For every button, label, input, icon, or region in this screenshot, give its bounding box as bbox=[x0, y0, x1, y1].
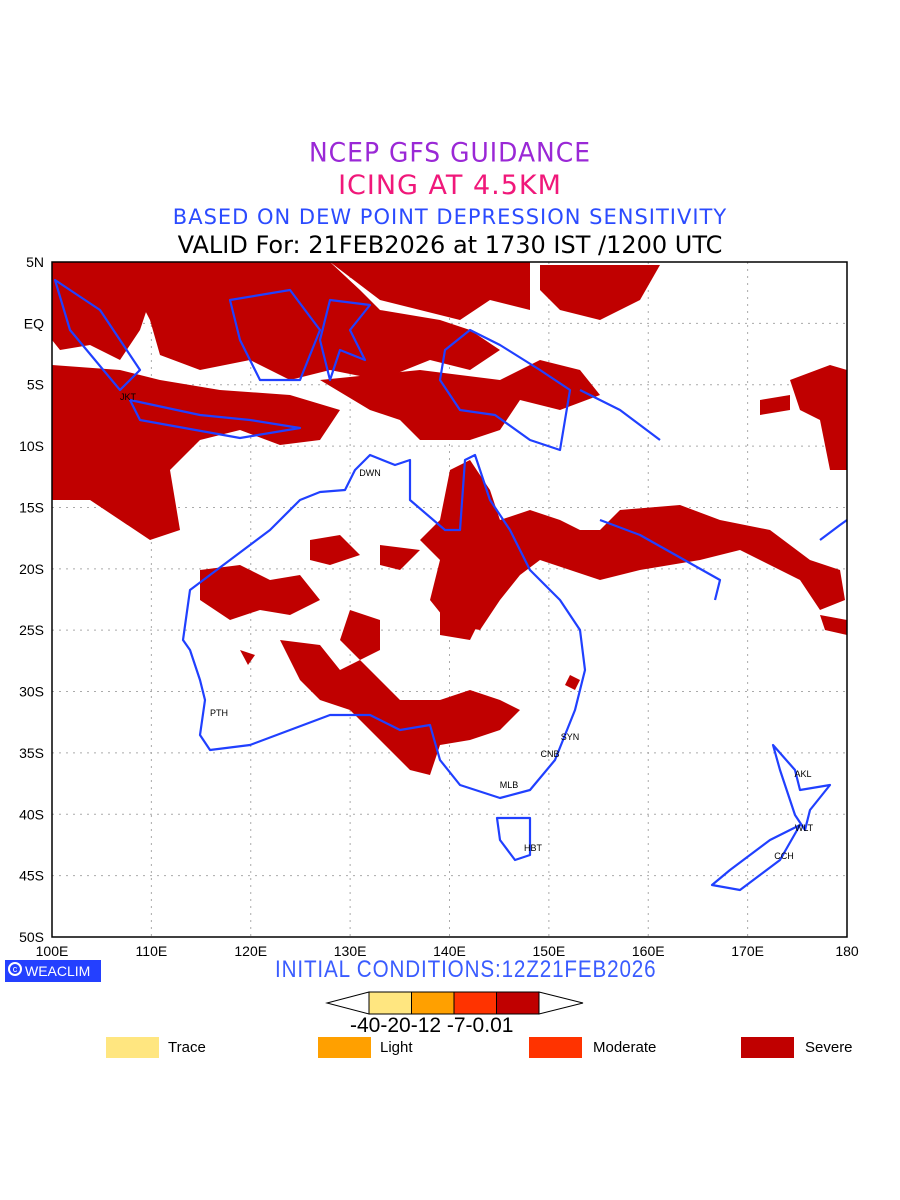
city-label-pth: PTH bbox=[210, 708, 228, 718]
coast-nz-south bbox=[710, 823, 802, 892]
longitude-labels: 100E 110E 120E 130E 140E 150E 160E 170E 180 bbox=[36, 943, 859, 959]
lat-label: 20S bbox=[19, 561, 44, 577]
legend-swatch bbox=[106, 1037, 159, 1058]
latitude-labels: 5N EQ 5S 10S 15S 20S 25S 30S 35S 40S 45S 50S bbox=[19, 254, 44, 945]
lon-label: 140E bbox=[433, 943, 466, 959]
legend-swatch bbox=[318, 1037, 371, 1058]
subtitle-method: BASED ON DEW POINT DEPRESSION SENSITIVIT… bbox=[172, 205, 728, 229]
colorbar-right-arrow bbox=[538, 991, 584, 1015]
lon-label: 170E bbox=[731, 943, 764, 959]
coast-borneo bbox=[228, 288, 322, 382]
lon-label: 100E bbox=[36, 943, 69, 959]
lat-label: 30S bbox=[19, 684, 44, 700]
city-label-hbt: HBT bbox=[524, 843, 543, 853]
coast-tasmania bbox=[495, 816, 532, 862]
lat-label: 45S bbox=[19, 868, 44, 884]
plot-frame bbox=[51, 261, 848, 938]
colorbar-cell bbox=[411, 991, 455, 1015]
icing-map: 5N EQ 5S 10S 15S 20S 25S 30S 35S 40S 45S 50S 100E 11… bbox=[19, 254, 859, 959]
lon-label: 130E bbox=[334, 943, 367, 959]
severe-icing-areas bbox=[52, 262, 847, 775]
legend-label: Light bbox=[380, 1039, 413, 1056]
lat-label: 25S bbox=[19, 622, 44, 638]
city-label-wlt: WLT bbox=[795, 823, 814, 833]
coast-new-guinea bbox=[438, 328, 572, 452]
coast-islands bbox=[579, 389, 661, 441]
lat-label: 5S bbox=[27, 377, 44, 393]
valid-time: VALID For: 21FEB2026 at 1730 IST /1200 U… bbox=[177, 231, 723, 259]
copyright-icon: c bbox=[8, 962, 22, 976]
lat-label: 5N bbox=[26, 254, 44, 270]
title-model: NCEP GFS GUIDANCE bbox=[308, 137, 591, 168]
lon-label: 180 bbox=[835, 943, 859, 959]
weaclim-brand: c WEACLIM bbox=[5, 960, 101, 982]
city-label-jkt: JKT bbox=[120, 392, 137, 402]
coast-australia bbox=[181, 453, 587, 800]
lon-label: 160E bbox=[632, 943, 665, 959]
legend-label: Severe bbox=[805, 1039, 853, 1056]
city-label-cnb: CNB bbox=[540, 749, 559, 759]
lat-label: 15S bbox=[19, 499, 44, 515]
colorbar-left-arrow bbox=[325, 991, 370, 1015]
colorbar bbox=[325, 991, 584, 1015]
legend-swatch bbox=[741, 1037, 794, 1058]
lat-label: 35S bbox=[19, 745, 44, 761]
lat-label: 40S bbox=[19, 806, 44, 822]
city-label-dwn: DWN bbox=[359, 468, 381, 478]
lat-label: 50S bbox=[19, 929, 44, 945]
colorbar-cell bbox=[496, 991, 540, 1015]
lat-label: EQ bbox=[24, 315, 44, 331]
coast-sumatra bbox=[53, 278, 142, 392]
lon-label: 150E bbox=[533, 943, 566, 959]
city-label-akl: AKL bbox=[794, 769, 811, 779]
lon-label: 110E bbox=[136, 943, 168, 959]
colorbar-cell bbox=[368, 991, 412, 1015]
brand-text: WEACLIM bbox=[25, 963, 91, 979]
initial-conditions: INITIAL CONDITIONS:12Z21FEB2026 bbox=[275, 956, 657, 983]
city-label-syn: SYN bbox=[561, 732, 580, 742]
legend-label: Moderate bbox=[593, 1039, 657, 1056]
colorbar-cell bbox=[453, 991, 497, 1015]
colorbar-labels: -40-20-12 -7-0.01 bbox=[350, 1014, 514, 1037]
lon-label: 120E bbox=[234, 943, 267, 959]
legend-swatch bbox=[529, 1037, 582, 1058]
city-label-mlb: MLB bbox=[500, 780, 519, 790]
coast-nz-north bbox=[771, 743, 832, 832]
coastlines bbox=[53, 278, 848, 892]
coast-java bbox=[128, 398, 302, 440]
lat-label: 10S bbox=[19, 438, 44, 454]
title-product: ICING AT 4.5KM bbox=[338, 170, 562, 201]
coast-sulawesi bbox=[318, 298, 372, 382]
legend-label: Trace bbox=[168, 1039, 206, 1056]
city-label-cch: CCH bbox=[774, 851, 794, 861]
